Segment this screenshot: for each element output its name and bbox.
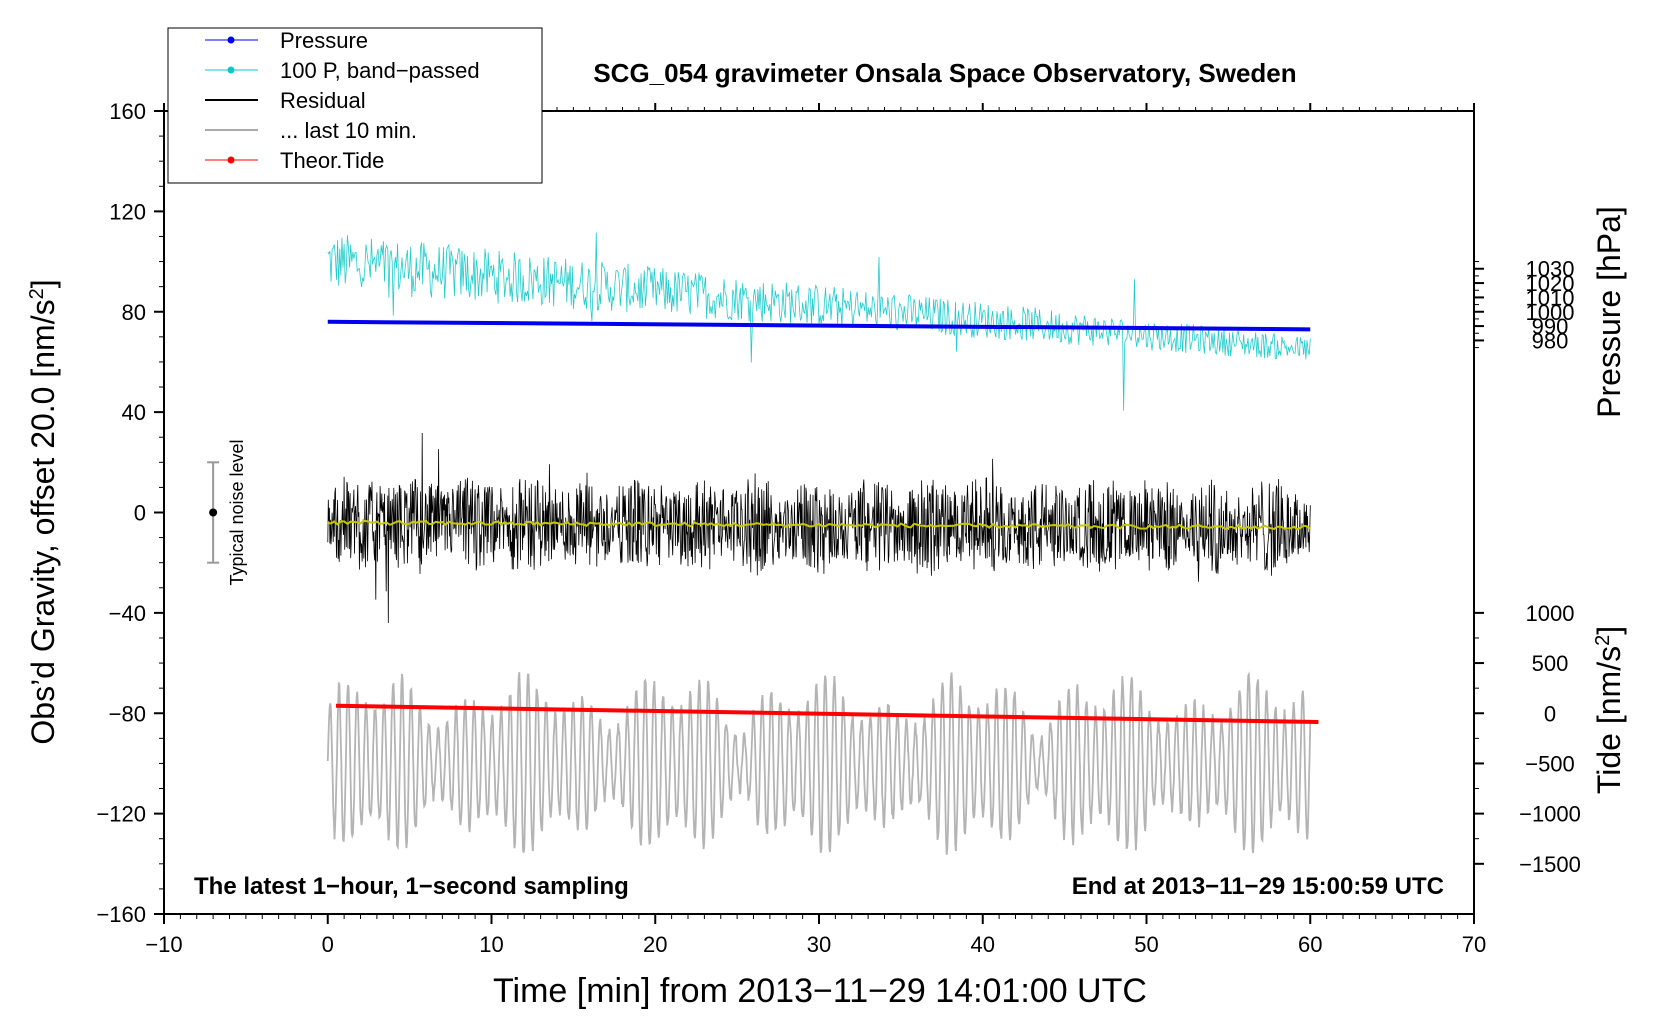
series-residual [327,432,1311,624]
legend-marker [227,66,235,74]
pressure-tick-label: 1000 [1526,300,1575,325]
y-tick-label: −40 [109,601,146,626]
x-tick-label: 30 [807,932,831,957]
x-tick-label: 20 [643,932,667,957]
x-tick-label: 0 [322,932,334,957]
tide-tick-label: −1500 [1519,852,1581,877]
legend-marker [227,36,235,44]
x-tick-label: 70 [1462,932,1486,957]
tide-tick-label: 0 [1544,701,1556,726]
legend-label: 100 P, band−passed [280,58,480,83]
x-tick-label: 40 [971,932,995,957]
x-tick-label: −10 [145,932,182,957]
annotation-left: The latest 1−hour, 1−second sampling [194,873,629,900]
chart-title: SCG_054 gravimeter Onsala Space Observat… [593,58,1296,88]
x-tick-label: 10 [479,932,503,957]
pressure-tick-label: 1020 [1526,271,1575,296]
series-theor-tide [335,703,1319,725]
tide-tick-label: −500 [1525,751,1575,776]
tide-tick-label: 1000 [1526,601,1575,626]
legend-label: Residual [280,88,366,113]
noise-label: Typical noise level [227,439,247,585]
pressure-tick-label: 990 [1532,314,1569,339]
noise-indicator: Typical noise level [207,439,247,586]
pressure-tick-label: 1010 [1526,285,1575,310]
y-tick-label: 0 [134,501,146,526]
tide-tick-label: −1000 [1519,802,1581,827]
y-tick-label: 80 [122,300,146,325]
y-axis-label-tide: Tide [nm/s2] [1591,626,1627,794]
legend-label: ... last 10 min. [280,118,417,143]
noise-bar-center [209,508,218,517]
x-tick-label: 50 [1134,932,1158,957]
y-tick-label: 160 [109,99,146,124]
series-last-10-min [326,671,1312,855]
x-axis-label: Time [min] from 2013−11−29 14:01:00 UTC [493,972,1147,1010]
series-pressure [327,319,1311,332]
x-tick-label: 60 [1298,932,1322,957]
y-tick-label: −80 [109,701,146,726]
tide-tick-label: 500 [1532,651,1569,676]
pressure-tick-label: 980 [1532,328,1569,353]
y-axis-label-left: Obs’d Gravity, offset 20.0 [nm/s2] [25,279,61,744]
y-tick-label: 40 [122,400,146,425]
y-tick-label: 120 [109,199,146,224]
series-residual-smoothed [327,519,1311,531]
legend-label: Theor.Tide [280,148,384,173]
y-tick-label: −160 [96,902,146,927]
y-tick-label: −120 [96,802,146,827]
y-axis-label-pressure: Pressure [hPa] [1591,206,1627,418]
legend-marker [227,156,235,164]
annotation-right: End at 2013−11−29 15:00:59 UTC [1072,873,1444,900]
pressure-tick-label: 1030 [1526,257,1575,282]
legend: Pressure 100 P, band−passed Residual ... la… [167,27,543,184]
legend-label: Pressure [280,28,368,53]
